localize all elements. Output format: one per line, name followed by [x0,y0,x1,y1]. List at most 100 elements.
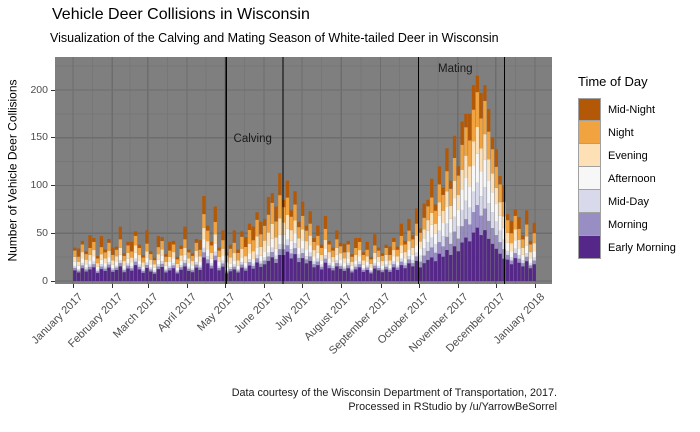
x-tick-mark [457,284,459,288]
bar-segment-morning [350,270,354,273]
bar-segment-evening [361,260,366,265]
bar-segment-morning [354,266,358,270]
bar-segment-afternoon [206,249,210,257]
bar-segment-evening [175,263,179,268]
bar-segment-mid-night [168,241,172,251]
bar-segment-evening [156,254,160,260]
bar-segment-night [221,240,225,249]
bar-segment-evening [130,257,134,263]
bar-segment-afternoon [479,171,483,197]
bar-segment-early-morning [452,246,457,281]
bar-segment-early-morning [490,243,495,281]
bar-segment-mid-night [232,230,236,243]
bar-segment-morning [209,265,214,269]
bar-segment-night [471,109,476,142]
bar-segment-afternoon [392,256,396,262]
bar-segment-mid-night [175,257,179,260]
bar-segment-mid-night [327,240,331,245]
bar-segment-mid-day [354,264,358,267]
bar-segment-evening [103,258,107,264]
bar-segment-afternoon [202,239,206,248]
bar-segment-mid-night [259,221,263,235]
bar-segment-mid-night [319,244,324,248]
bar-segment-night [194,242,198,251]
bar-segment-morning [285,245,290,252]
bar-segment-afternoon [365,261,369,266]
bar-segment-morning [73,267,77,271]
bar-segment-night [426,206,430,221]
bar-segment-mid-day [300,248,305,254]
bar-segment-morning [498,242,502,254]
legend-entry-label: Early Morning [608,241,676,254]
x-tick-mark [535,284,536,288]
bar-segment-afternoon [433,233,438,245]
bar-segment-mid-night [335,230,339,240]
bar-segment-evening [251,251,255,259]
bar-segment-mid-day [228,267,233,270]
bar-segment-mid-day [103,266,107,269]
bar-segment-evening [187,258,191,264]
bar-segment-morning [441,246,445,257]
bar-segment-night [297,227,301,239]
bar-segment-evening [168,256,172,262]
bar-segment-morning [376,267,381,271]
bar-segment-night [528,244,533,253]
bar-segment-early-morning [373,268,377,281]
bar-segment-evening [369,263,373,268]
bar-segment-mid-day [316,258,320,262]
bar-segment-mid-night [403,240,407,245]
bar-segment-early-morning [183,266,187,281]
bar-segment-mid-day [304,256,309,260]
bar-segment-afternoon [95,266,100,270]
bar-segment-evening [259,246,263,256]
bar-segment-night [475,92,479,128]
bar-segment-afternoon [414,245,419,253]
bar-segment-afternoon [517,248,521,256]
bar-segment-mid-day [251,263,255,266]
bar-segment-morning [475,205,479,228]
bar-segment-mid-day [168,265,172,268]
bar-segment-night [141,257,145,263]
bar-segment-afternoon [426,230,430,243]
bar-segment-early-morning [137,269,142,281]
bar-segment-afternoon [418,248,422,256]
bar-segment-morning [149,269,153,272]
bar-segment-mid-night [331,247,335,251]
bar-segment-early-morning [297,262,301,281]
x-tick-label-text: April 2017 [155,291,200,335]
bar-segment-mid-day [171,262,176,266]
bar-segment-mid-day [122,268,126,271]
bar-segment-mid-night [509,220,514,234]
bar-segment-afternoon [373,258,377,264]
bar-segment-morning [160,263,164,267]
bar-segment-afternoon [357,256,362,262]
bar-segment-afternoon [126,258,130,264]
bar-segment-afternoon [532,251,536,258]
bar-segment-morning [483,208,487,231]
bar-segment-evening [300,229,305,241]
bar-segment-mid-night [76,248,81,257]
bar-segment-mid-day [232,264,236,267]
bar-segment-evening [152,264,157,268]
bar-segment-early-morning [323,262,328,281]
bar-segment-afternoon [384,260,388,265]
bar-segment-night [228,248,233,258]
bar-segment-early-morning [475,227,479,281]
bar-segment-early-morning [312,267,316,281]
bar-segment-morning [95,271,100,274]
bar-segment-mid-night [194,238,198,243]
bar-segment-afternoon [130,262,134,267]
bar-segment-afternoon [452,198,457,217]
bar-segment-early-morning [179,269,183,281]
bar-segment-mid-day [141,269,145,271]
bar-segment-mid-night [228,244,233,249]
bar-segment-mid-night [111,247,115,255]
bar-segment-early-morning [114,269,119,281]
bar-segment-mid-night [80,240,85,245]
bar-segment-evening [266,232,271,246]
bar-segment-morning [373,265,377,269]
bar-segment-evening [430,212,434,225]
bar-segment-morning [190,270,195,273]
bar-segment-mid-night [430,178,434,198]
bar-segment-mid-day [297,254,301,258]
